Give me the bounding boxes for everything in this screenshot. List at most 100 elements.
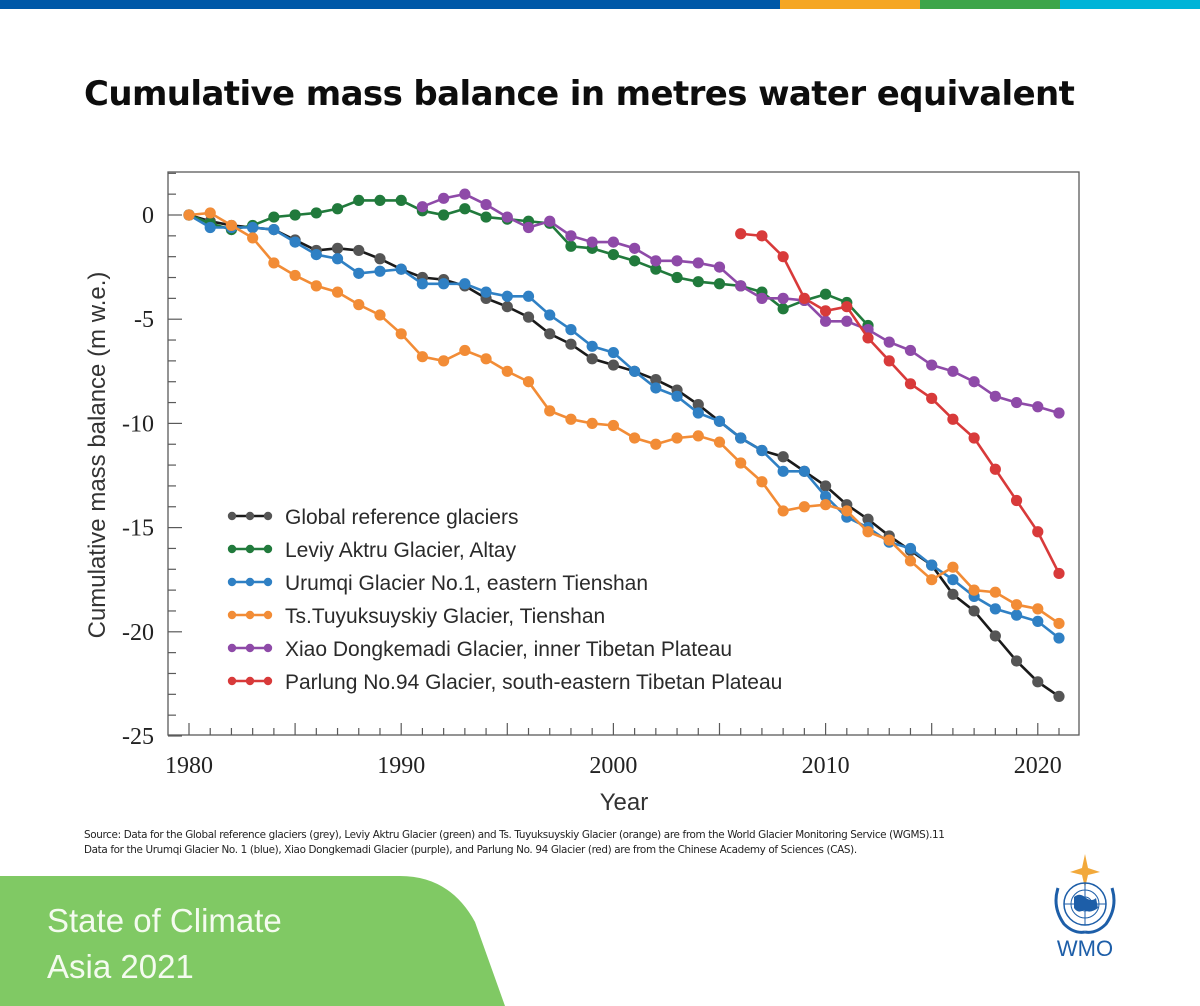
legend-marker: [263, 643, 273, 653]
footer-banner: [0, 876, 505, 1006]
data-point: [735, 457, 747, 469]
top-bar-segment-orange: [780, 0, 921, 9]
data-point: [862, 513, 874, 525]
data-point: [480, 353, 492, 365]
source-line-1: Source: Data for the Global reference gl…: [84, 829, 945, 841]
top-color-bar: [0, 0, 1200, 9]
data-point: [183, 209, 195, 221]
data-point: [926, 392, 938, 404]
legend-label: Ts.Tuyuksuyskiy Glacier, Tienshan: [285, 605, 605, 628]
data-point: [1010, 655, 1023, 667]
data-point: [522, 311, 535, 323]
data-point: [247, 232, 259, 244]
data-point: [268, 223, 280, 236]
legend-marker: [263, 676, 273, 686]
data-point: [438, 355, 450, 367]
data-point: [1053, 407, 1065, 419]
data-point: [1010, 494, 1023, 507]
top-bar-segment-cyan: [1059, 0, 1200, 9]
data-point: [671, 255, 683, 267]
wmo-logo-text: WMO: [1057, 936, 1113, 961]
data-point: [883, 534, 895, 546]
data-point: [713, 436, 726, 448]
data-point: [819, 490, 832, 502]
legend-marker: [245, 610, 255, 620]
data-point: [586, 417, 598, 429]
x-tick-label: 2000: [589, 753, 637, 779]
data-point: [819, 315, 832, 327]
data-point: [692, 430, 704, 442]
data-point: [883, 355, 895, 367]
data-point: [544, 328, 556, 340]
data-point: [989, 603, 1001, 615]
data-point: [819, 480, 832, 492]
legend-marker: [245, 544, 255, 554]
data-point: [586, 340, 598, 352]
data-point: [353, 244, 365, 257]
data-point: [989, 586, 1001, 598]
data-point: [331, 242, 344, 254]
data-point: [247, 221, 259, 234]
legend-item: Global reference glaciers: [227, 506, 518, 529]
data-point: [671, 432, 683, 444]
data-point: [756, 444, 768, 457]
x-tick-label: 1990: [377, 753, 425, 779]
legend-label: Xiao Dongkemadi Glacier, inner Tibetan P…: [285, 638, 732, 661]
data-point: [416, 351, 429, 363]
data-point: [926, 359, 938, 371]
data-point: [544, 405, 556, 417]
data-point: [904, 344, 917, 357]
series-5: [735, 228, 1065, 580]
data-point: [544, 215, 556, 227]
legend-marker: [245, 511, 255, 521]
data-point: [501, 365, 513, 377]
y-tick-label: -20: [122, 620, 154, 646]
data-point: [438, 209, 450, 221]
data-point: [968, 584, 980, 596]
data-point: [565, 413, 577, 425]
data-point: [904, 378, 917, 390]
legend-marker: [245, 676, 255, 686]
data-point: [692, 257, 704, 269]
data-point: [565, 338, 577, 350]
legend-marker: [245, 577, 255, 587]
data-point: [565, 324, 577, 336]
data-point: [819, 288, 832, 300]
data-point: [353, 267, 365, 279]
data-point: [756, 292, 768, 304]
data-point: [947, 561, 959, 573]
data-point: [607, 359, 619, 371]
data-point: [607, 419, 619, 432]
data-point: [798, 292, 810, 304]
data-point: [756, 476, 768, 488]
data-point: [629, 432, 641, 444]
footer-banner-shape: [0, 876, 505, 1006]
data-point: [777, 303, 789, 315]
data-point: [629, 255, 641, 267]
data-point: [947, 413, 959, 425]
data-point: [459, 203, 471, 215]
data-point: [1053, 617, 1065, 630]
x-axis: 1980 1990 2000 2010 2020: [165, 723, 1062, 779]
report-title-line-1: State of Climate: [47, 902, 282, 939]
data-point: [395, 328, 407, 340]
data-point: [926, 574, 938, 586]
data-point: [586, 353, 598, 365]
data-point: [713, 278, 726, 290]
data-point: [756, 230, 768, 242]
page-title: Cumulative mass balance in metres water …: [84, 74, 1075, 114]
source-note: Source: Data for the Global reference gl…: [84, 828, 1104, 858]
legend-marker: [227, 511, 237, 521]
report-title-line-2: Asia 2021: [47, 948, 194, 985]
legend-item: Urumqi Glacier No.1, eastern Tienshan: [227, 572, 648, 595]
data-point: [947, 365, 959, 377]
x-tick-label: 2010: [802, 753, 850, 779]
data-point: [544, 309, 556, 321]
data-point: [841, 505, 853, 517]
data-point: [501, 290, 513, 302]
data-point: [777, 465, 789, 477]
data-point: [777, 251, 789, 263]
data-point: [904, 555, 917, 567]
legend-marker: [227, 610, 237, 620]
legend-label: Urumqi Glacier No.1, eastern Tienshan: [285, 572, 648, 595]
